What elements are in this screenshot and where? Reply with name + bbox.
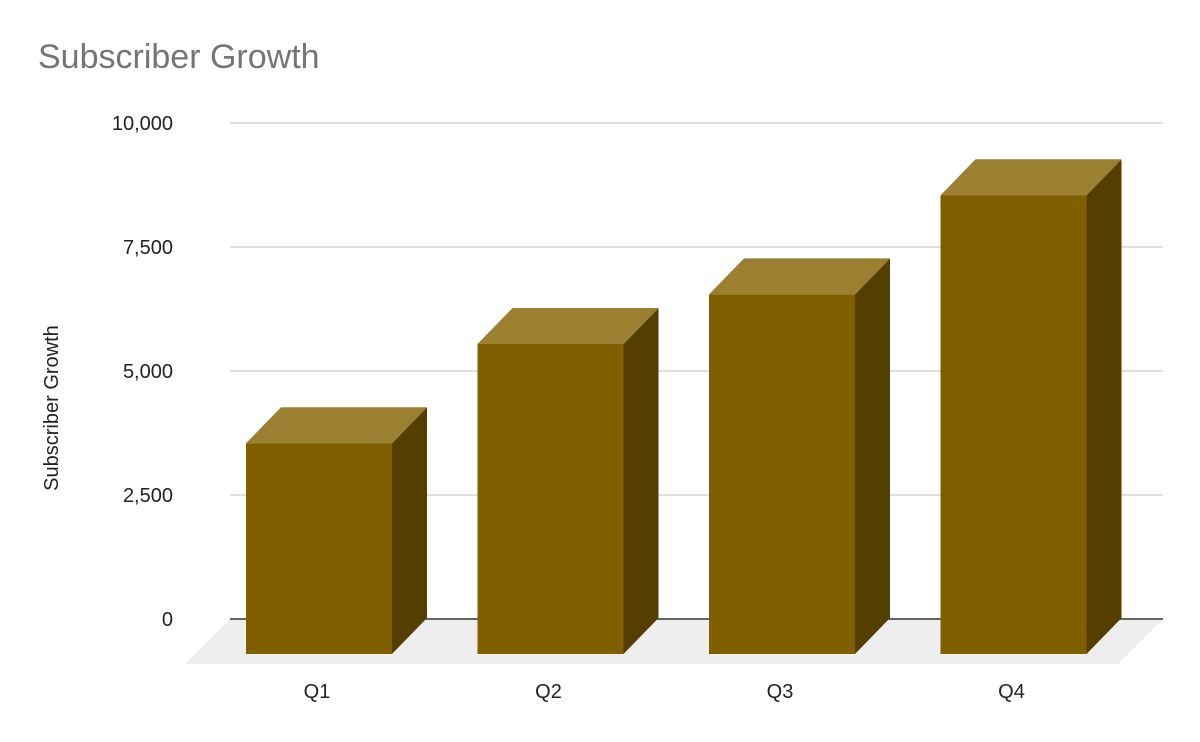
bar-top-face <box>940 159 1122 196</box>
y-tick-label: 7,500 <box>123 237 173 259</box>
bar-q4 <box>940 159 1122 654</box>
y-tick-label: 2,500 <box>123 485 173 507</box>
x-tick-label: Q3 <box>767 681 794 703</box>
y-axis-ticks: 0 2,500 5,000 7,500 10,000 <box>112 113 173 631</box>
bar-front-face <box>246 443 392 654</box>
bar-q3 <box>709 258 890 654</box>
y-tick-label: 0 <box>162 609 173 631</box>
bar-side-face <box>392 407 427 654</box>
bar-front-face <box>940 195 1087 654</box>
bar-q1 <box>246 407 427 654</box>
bar-side-face <box>855 258 890 654</box>
bar-q2 <box>477 308 659 654</box>
bar-front-face <box>477 344 624 654</box>
bar-top-face <box>246 407 427 444</box>
chart-floor <box>185 619 1163 664</box>
x-axis-ticks: Q1 Q2 Q3 Q4 <box>304 681 1025 703</box>
chart-floor-layer <box>185 619 1163 664</box>
y-tick-label: 5,000 <box>123 361 173 383</box>
bars <box>246 159 1122 654</box>
y-tick-label: 10,000 <box>112 113 173 135</box>
x-tick-label: Q1 <box>304 681 331 703</box>
bar-top-face <box>709 258 890 295</box>
bar-front-face <box>709 294 855 654</box>
bar-side-face <box>623 308 659 654</box>
bar-side-face <box>1086 159 1122 654</box>
x-tick-label: Q4 <box>998 681 1025 703</box>
bar-top-face <box>477 308 659 344</box>
chart-title: Subscriber Growth <box>38 38 320 76</box>
y-axis-title: Subscriber Growth <box>41 325 63 491</box>
x-tick-label: Q2 <box>535 681 562 703</box>
